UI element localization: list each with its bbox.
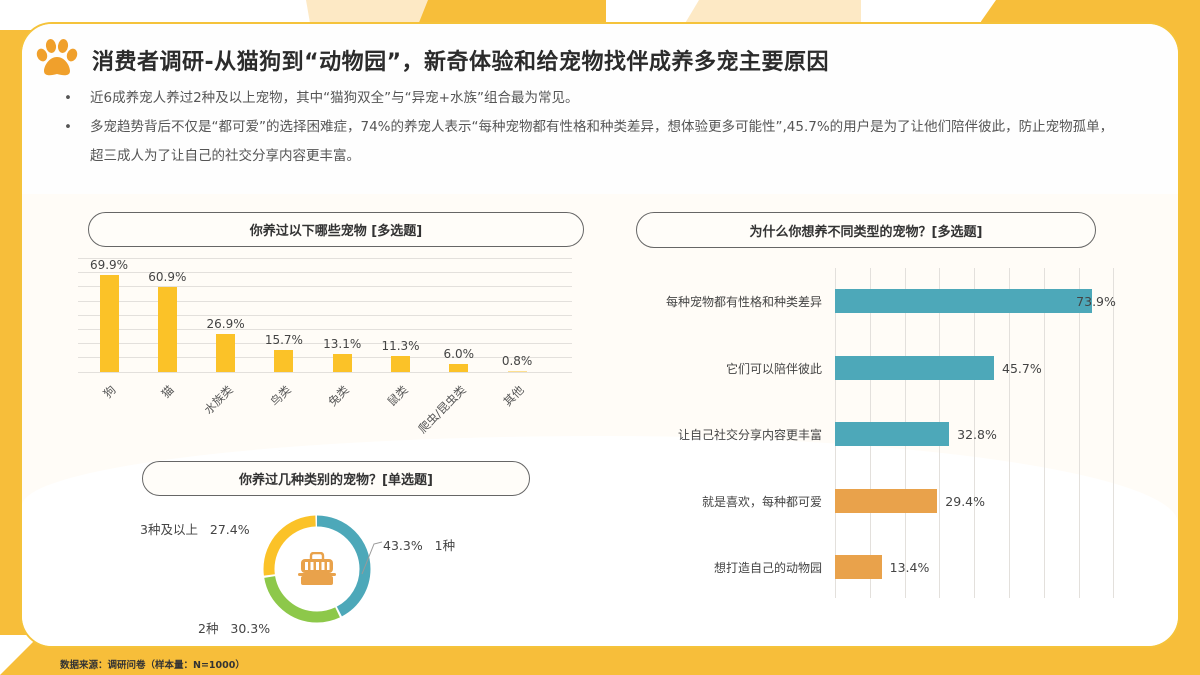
page-title: 消费者调研-从猫狗到“动物园”，新奇体验和给宠物找伴成养多宠主要原因	[92, 50, 830, 75]
pet-type-count-donut-chart	[262, 514, 372, 624]
bar-value-label: 32.8%	[957, 426, 997, 442]
card-top-band	[22, 24, 1178, 194]
donut-value: 30.3%	[230, 621, 271, 636]
bullet-text: 多宠趋势背后不仅是“都可爱”的选择困难症，74%的养宠人表示“每种宠物都有性格和…	[90, 119, 1114, 164]
bar-column: 11.3%	[372, 258, 430, 372]
y-axis-category: 就是喜欢，每种都可爱	[701, 495, 822, 509]
y-axis-category: 每种宠物都有性格和种类差异	[665, 295, 822, 309]
donut-label-3: 3种及以上 27.4%	[140, 519, 250, 538]
bar	[835, 555, 882, 579]
bar-column: 0.8%	[488, 258, 546, 372]
bar	[507, 370, 527, 372]
bullet-dot-icon: •	[64, 90, 72, 106]
gridline	[78, 343, 572, 345]
bar-value-label: 13.1%	[323, 336, 362, 351]
gridline	[78, 272, 572, 274]
paw-icon	[36, 38, 78, 82]
bar-value-label: 11.3%	[381, 339, 420, 354]
bullet-dot-icon: •	[64, 119, 72, 135]
bar-row: 29.4%	[835, 489, 985, 513]
bar	[216, 334, 236, 372]
bar-value-label: 29.4%	[945, 493, 986, 509]
bullet-item: • 多宠趋势背后不仅是“都可爱”的选择困难症，74%的养宠人表示“每种宠物都有性…	[64, 113, 1124, 171]
chart-title-pet-type-count: 你养过几种类别的宠物？[单选题]	[142, 461, 530, 496]
donut-segment	[263, 515, 371, 623]
bar-column: 60.9%	[138, 258, 196, 372]
donut-category: 3种及以上	[140, 522, 198, 537]
bar-row: 13.4%	[835, 555, 929, 579]
bar-row: 32.8%	[835, 422, 997, 446]
bar-value-label: 13.4%	[889, 559, 930, 575]
bar-column: 13.1%	[313, 258, 371, 372]
donut-category: 1种	[434, 538, 456, 553]
bar-value-label: 0.8%	[501, 353, 533, 368]
bar-column: 6.0%	[430, 258, 488, 372]
bar-row: 73.9%	[835, 289, 1116, 313]
gridline	[974, 268, 976, 598]
gridline	[78, 300, 572, 302]
bar	[391, 356, 410, 372]
summary-bullets: • 近6成养宠人养过2种及以上宠物，其中“猫狗双全”与“异宠+水族”组合最为常见…	[64, 84, 1124, 171]
bar	[835, 489, 938, 513]
donut-segment	[263, 515, 371, 623]
bar	[835, 422, 950, 446]
y-axis-category: 想打造自己的动物园	[713, 561, 822, 575]
y-axis-category: 它们可以陪伴彼此	[725, 362, 822, 376]
donut-value: 43.3%	[383, 538, 423, 553]
bar-value-label: 69.9%	[89, 258, 129, 272]
bar-value-label: 45.7%	[1002, 360, 1042, 376]
donut-value: 27.4%	[209, 522, 250, 537]
bar	[274, 350, 294, 372]
bar-value-label: 26.9%	[206, 317, 245, 332]
gridline	[1113, 268, 1115, 598]
bullet-text: 近6成养宠人养过2种及以上宠物，其中“猫狗双全”与“异宠+水族”组合最为常见。	[90, 90, 579, 106]
bar	[449, 363, 469, 372]
bar-row: 45.7%	[835, 356, 1042, 380]
y-axis-category: 让自己社交分享内容更丰富	[677, 428, 822, 442]
gridline	[1009, 268, 1010, 598]
bar-value-label: 15.7%	[264, 333, 303, 348]
bar-value-label: 73.9%	[1076, 293, 1116, 309]
bar-column: 15.7%	[255, 258, 313, 372]
bar	[99, 275, 119, 372]
gridline	[78, 329, 572, 330]
chart-title-pets-owned: 你养过以下哪些宠物 [多选题]	[88, 212, 584, 247]
donut-leader-line	[361, 541, 383, 575]
donut-label-2: 2种 30.3%	[198, 618, 270, 637]
gridline	[78, 286, 572, 288]
gridline	[1078, 268, 1080, 598]
pet-carrier-icon	[298, 551, 336, 590]
bar	[835, 356, 995, 380]
bar-column: 26.9%	[197, 258, 255, 372]
data-source: 数据来源：调研问卷（样本量：N=1000）	[60, 660, 245, 671]
bar-column: 69.9%	[80, 258, 138, 372]
gridline	[78, 258, 572, 259]
gridline	[78, 371, 572, 373]
reasons-bar-chart: 73.9% 45.7% 32.8% 29.4% 13.4%	[835, 268, 1125, 598]
bullet-item: • 近6成养宠人养过2种及以上宠物，其中“猫狗双全”与“异宠+水族”组合最为常见…	[64, 84, 1124, 113]
gridline	[1043, 268, 1045, 598]
bar	[835, 289, 1093, 313]
bar	[157, 286, 177, 372]
gridline	[78, 357, 572, 359]
donut-category: 2种	[198, 621, 219, 636]
bar	[332, 353, 352, 372]
gridline	[78, 314, 572, 316]
header: 消费者调研-从猫狗到“动物园”，新奇体验和给宠物找伴成养多宠主要原因	[36, 38, 829, 82]
pets-owned-bar-chart: 69.9% 60.9% 26.9% 15.7% 13.1% 11.3% 6.0% 0.8%	[78, 258, 572, 373]
chart-title-reasons: 为什么你想养不同类型的宠物？[多选题]	[636, 212, 1096, 248]
donut-label-1: 43.3% 1种	[383, 535, 455, 554]
bar-value-label: 60.9%	[148, 269, 187, 284]
donut-segment	[263, 515, 371, 623]
bar-value-label: 6.0%	[443, 346, 475, 361]
